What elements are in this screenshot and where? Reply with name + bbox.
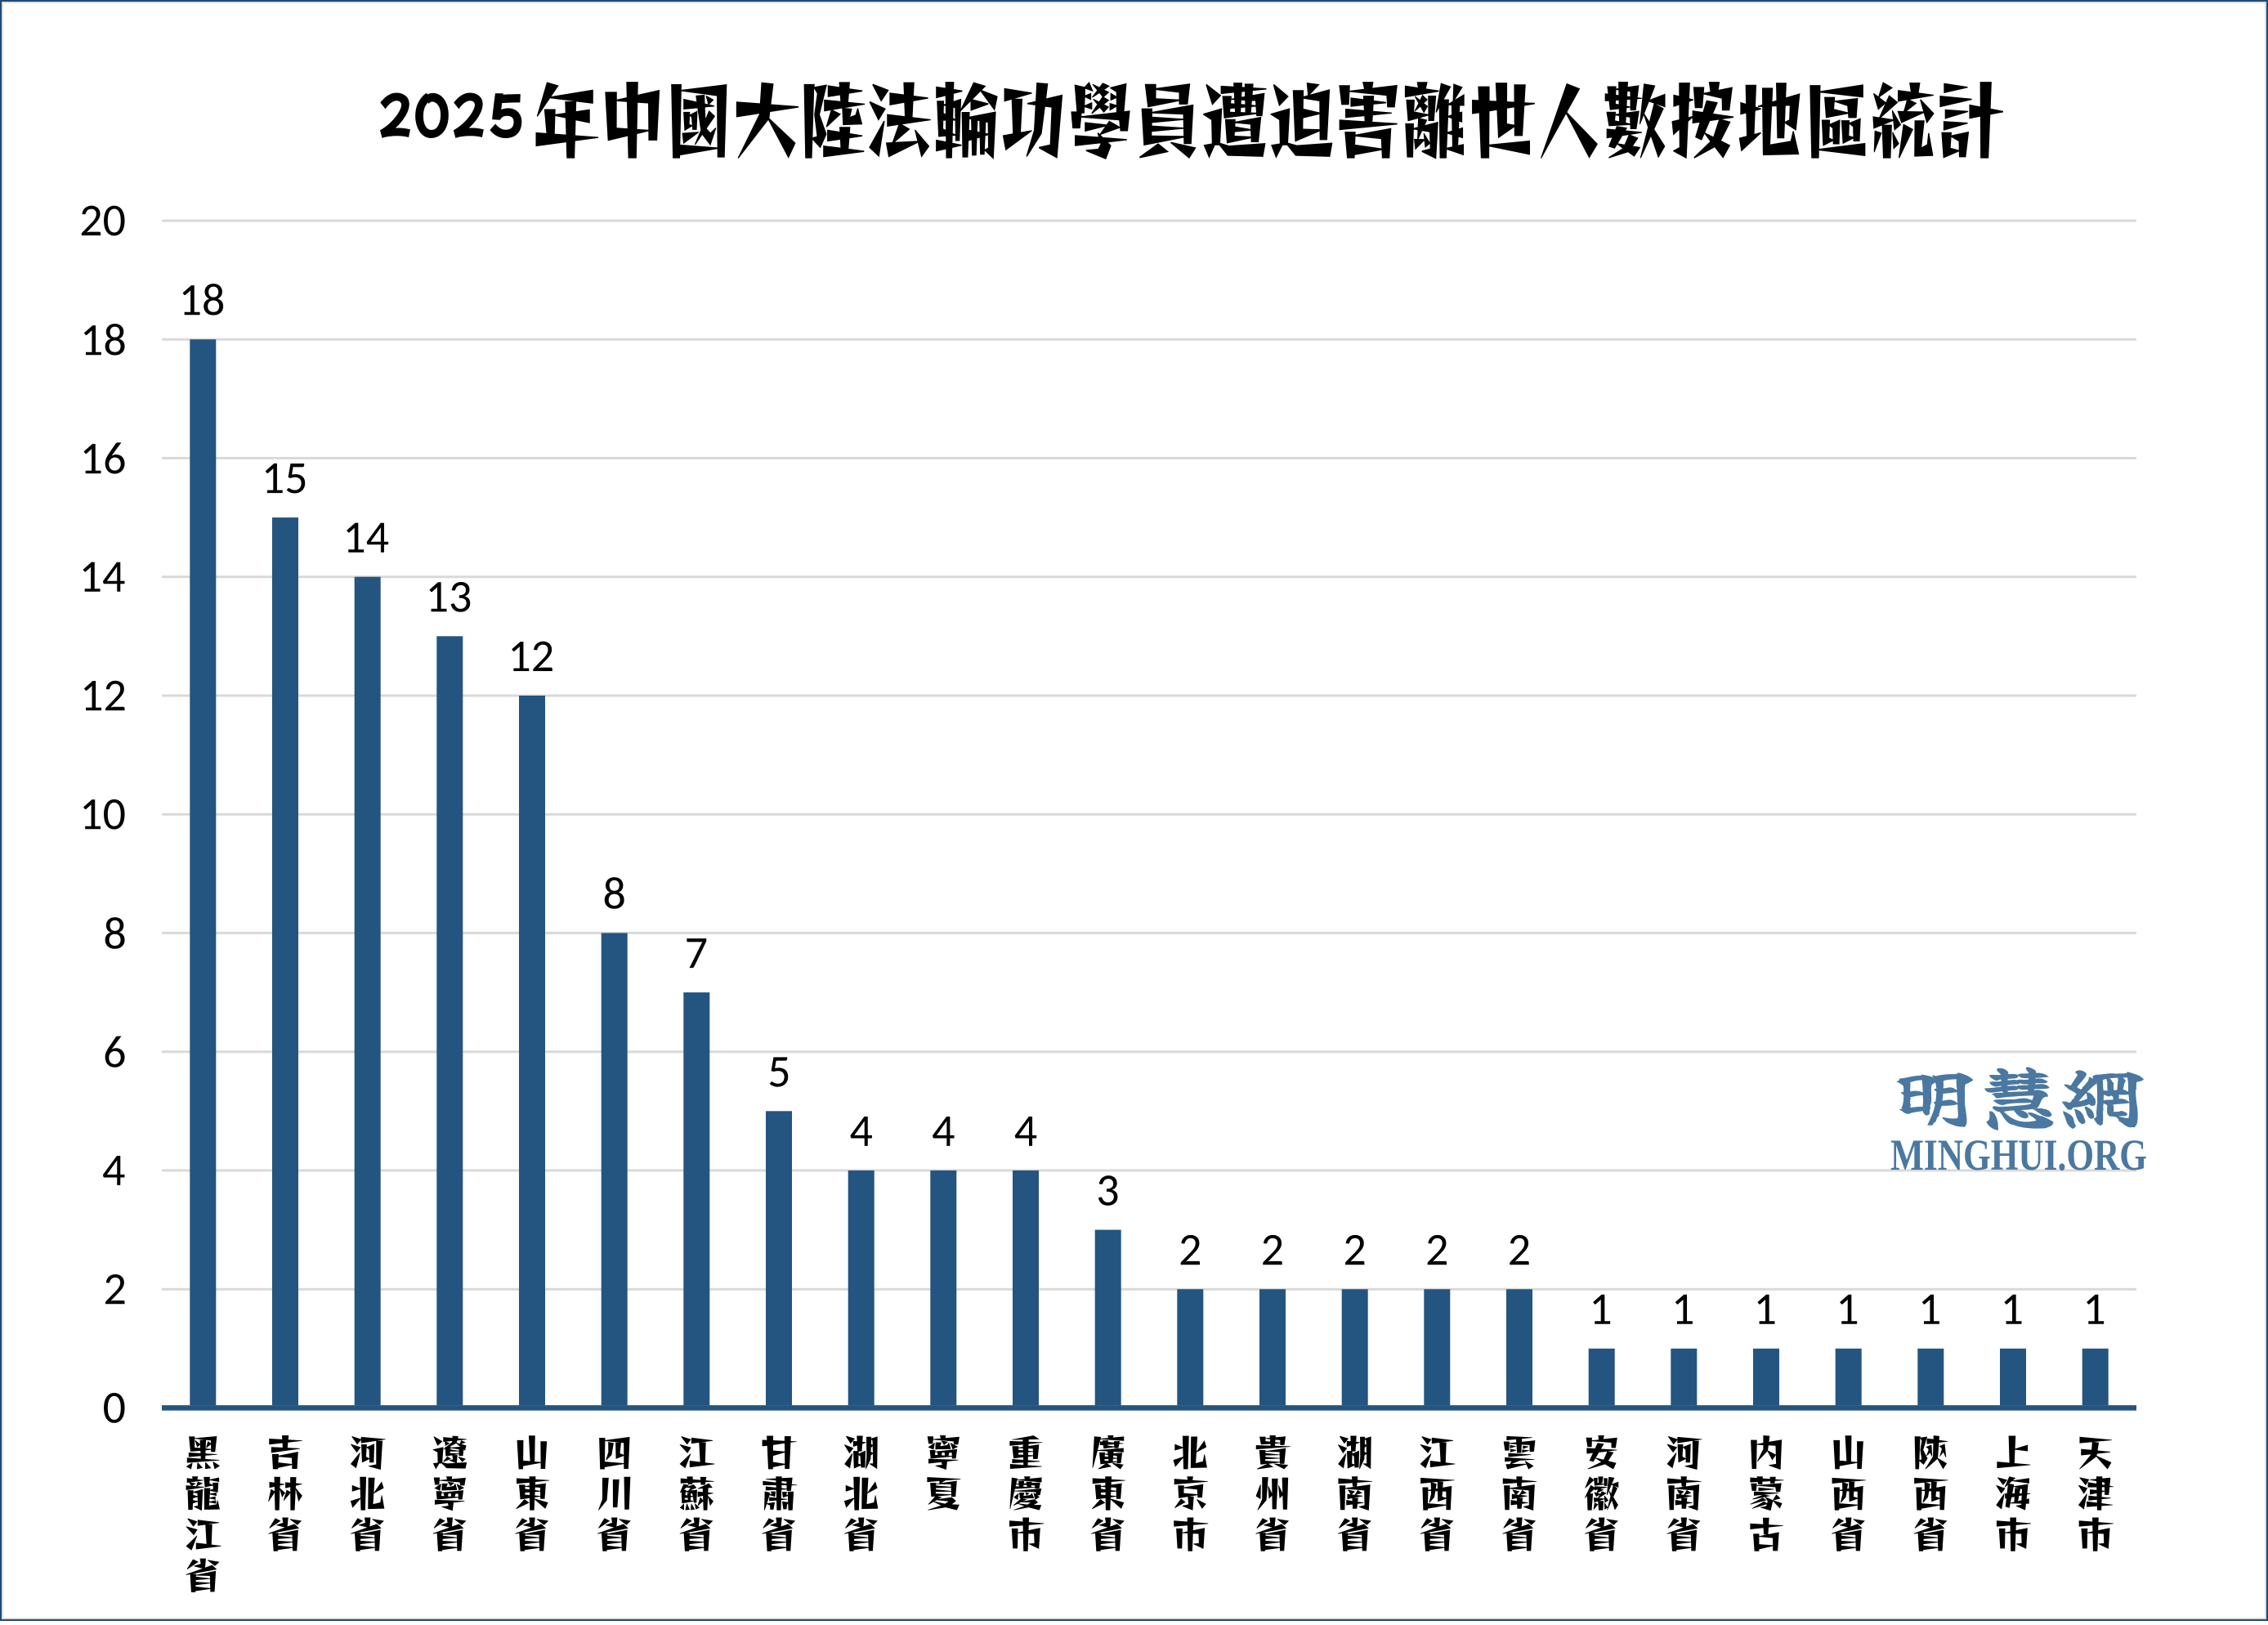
svg-text:MINGHUI.ORG: MINGHUI.ORG bbox=[1890, 1130, 2147, 1180]
